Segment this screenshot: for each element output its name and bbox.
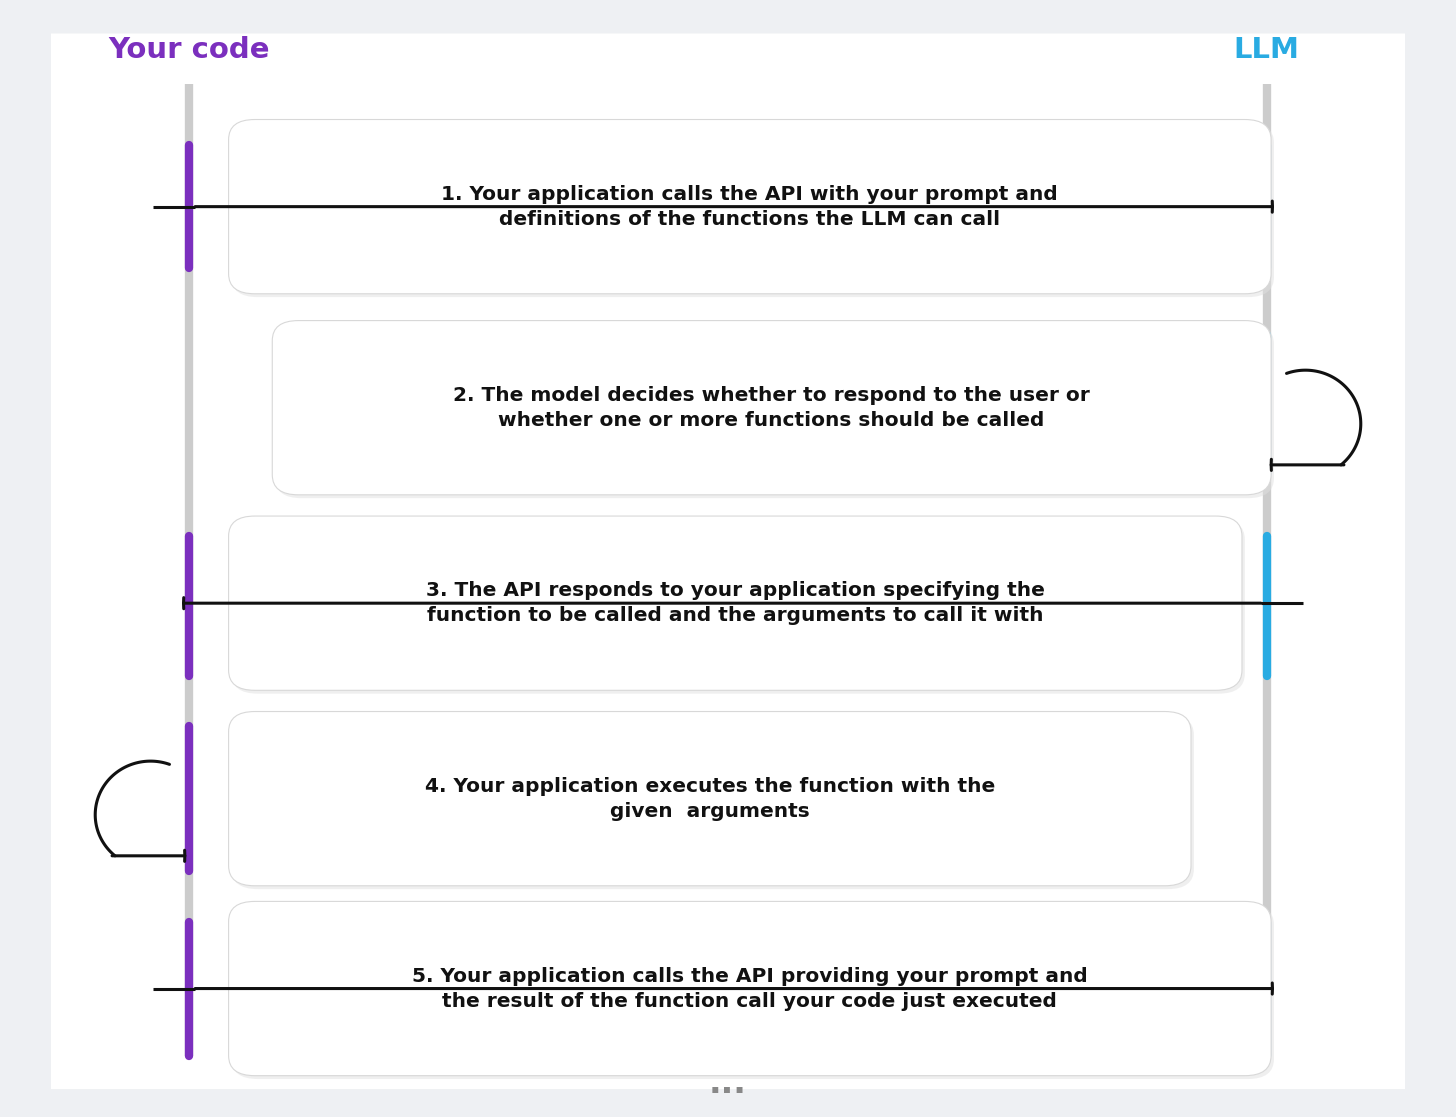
Text: 2. The model decides whether to respond to the user or
whether one or more funct: 2. The model decides whether to respond … — [453, 385, 1091, 430]
FancyBboxPatch shape — [232, 123, 1274, 297]
Text: 4. Your application executes the function with the
given  arguments: 4. Your application executes the functio… — [425, 776, 994, 821]
Text: LLM: LLM — [1233, 36, 1300, 65]
FancyBboxPatch shape — [232, 905, 1274, 1079]
FancyBboxPatch shape — [229, 712, 1191, 886]
FancyBboxPatch shape — [272, 321, 1271, 495]
Text: 5. Your application calls the API providing your prompt and
the result of the fu: 5. Your application calls the API provid… — [412, 966, 1088, 1011]
FancyBboxPatch shape — [232, 519, 1245, 694]
Text: 3. The API responds to your application specifying the
function to be called and: 3. The API responds to your application … — [425, 581, 1045, 626]
FancyBboxPatch shape — [229, 901, 1271, 1076]
Text: ...: ... — [709, 1067, 747, 1100]
Text: Your code: Your code — [109, 36, 269, 65]
Text: 1. Your application calls the API with your prompt and
definitions of the functi: 1. Your application calls the API with y… — [441, 184, 1059, 229]
FancyBboxPatch shape — [229, 120, 1271, 294]
FancyBboxPatch shape — [51, 34, 1405, 1089]
FancyBboxPatch shape — [275, 324, 1274, 498]
FancyBboxPatch shape — [232, 715, 1194, 889]
FancyBboxPatch shape — [229, 516, 1242, 690]
